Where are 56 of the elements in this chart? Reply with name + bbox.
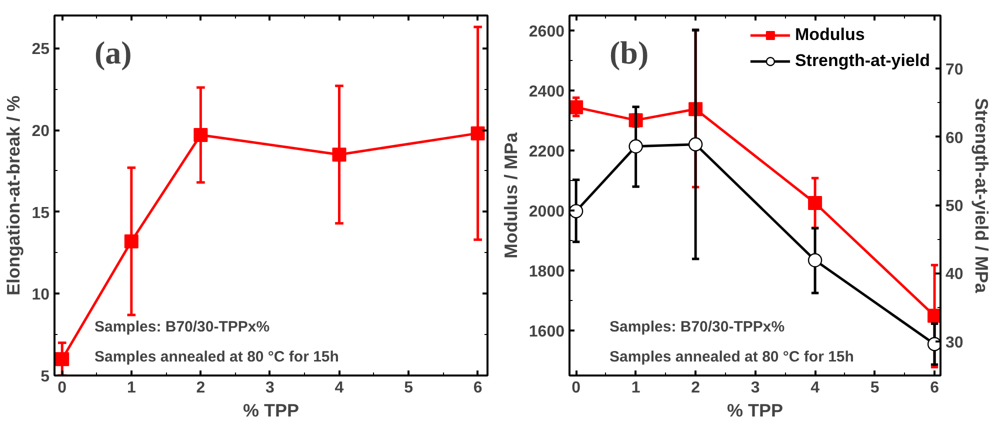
y2-tick-label: 70 <box>946 62 964 79</box>
x-tick-label: 2 <box>196 380 206 396</box>
y-tick-label: 1600 <box>528 324 565 340</box>
y-tick-label: 1800 <box>528 264 565 280</box>
point <box>194 128 208 142</box>
legend-label: Modulus <box>794 25 865 45</box>
x-tick-label: 1 <box>631 380 640 396</box>
point <box>928 308 940 323</box>
y2-axis-title: Strength-at-yield / MPa <box>971 98 992 294</box>
x-tick-label: 0 <box>572 380 581 396</box>
point <box>332 148 346 162</box>
x-tick-label: 3 <box>266 380 275 396</box>
point <box>570 100 584 114</box>
point <box>55 352 70 366</box>
y-tick-label: 2600 <box>528 24 565 40</box>
point <box>124 234 138 248</box>
y-tick-label: 20 <box>32 123 50 140</box>
x-tick-label: 2 <box>691 380 700 396</box>
x-tick-label: 1 <box>126 380 136 396</box>
point <box>688 137 703 152</box>
x-tick-label: 6 <box>473 380 482 396</box>
point <box>570 204 584 218</box>
x-tick-label: 0 <box>58 380 67 396</box>
y-axis-title: Elongation-at-break / % <box>4 95 24 296</box>
y2-tick-label: 40 <box>946 266 964 284</box>
annotation: Samples: B70/30-TPPx% <box>94 318 270 336</box>
point <box>470 126 485 140</box>
y-axis-title: Modulus / MPa <box>500 132 521 258</box>
annotation: Samples: B70/30-TPPx% <box>610 318 785 336</box>
annotation: Samples annealed at 80 °C for 15h <box>94 348 339 366</box>
x-tick-label: 6 <box>930 380 940 396</box>
y-tick-label: 15 <box>32 204 50 222</box>
annotation: Samples annealed at 80 °C for 15h <box>610 348 854 366</box>
y-tick-label: 10 <box>32 286 50 304</box>
x-tick-label: 3 <box>750 380 760 396</box>
x-axis-title: % TPP <box>726 400 784 420</box>
x-axis-title: % TPP <box>242 400 300 420</box>
annotation: (a) <box>94 34 132 70</box>
y2-tick-label: 50 <box>946 198 964 216</box>
legend-label: Strength-at-yield <box>794 51 930 71</box>
y2-tick-label: 60 <box>946 130 964 147</box>
point <box>808 253 822 268</box>
annotation: (b) <box>610 34 649 70</box>
y2-tick-label: 30 <box>946 334 964 352</box>
x-tick-label: 5 <box>870 380 880 396</box>
point <box>808 196 822 210</box>
y-tick-label: 2400 <box>528 84 565 100</box>
y-tick-label: 2200 <box>528 144 565 160</box>
y-tick-label: 5 <box>40 368 50 386</box>
x-tick-label: 5 <box>404 380 414 396</box>
point <box>628 139 643 154</box>
y-tick-label: 25 <box>32 41 50 58</box>
point <box>927 337 940 352</box>
x-tick-label: 4 <box>810 380 820 396</box>
y-tick-label: 2000 <box>528 204 565 220</box>
x-tick-label: 4 <box>334 380 344 396</box>
